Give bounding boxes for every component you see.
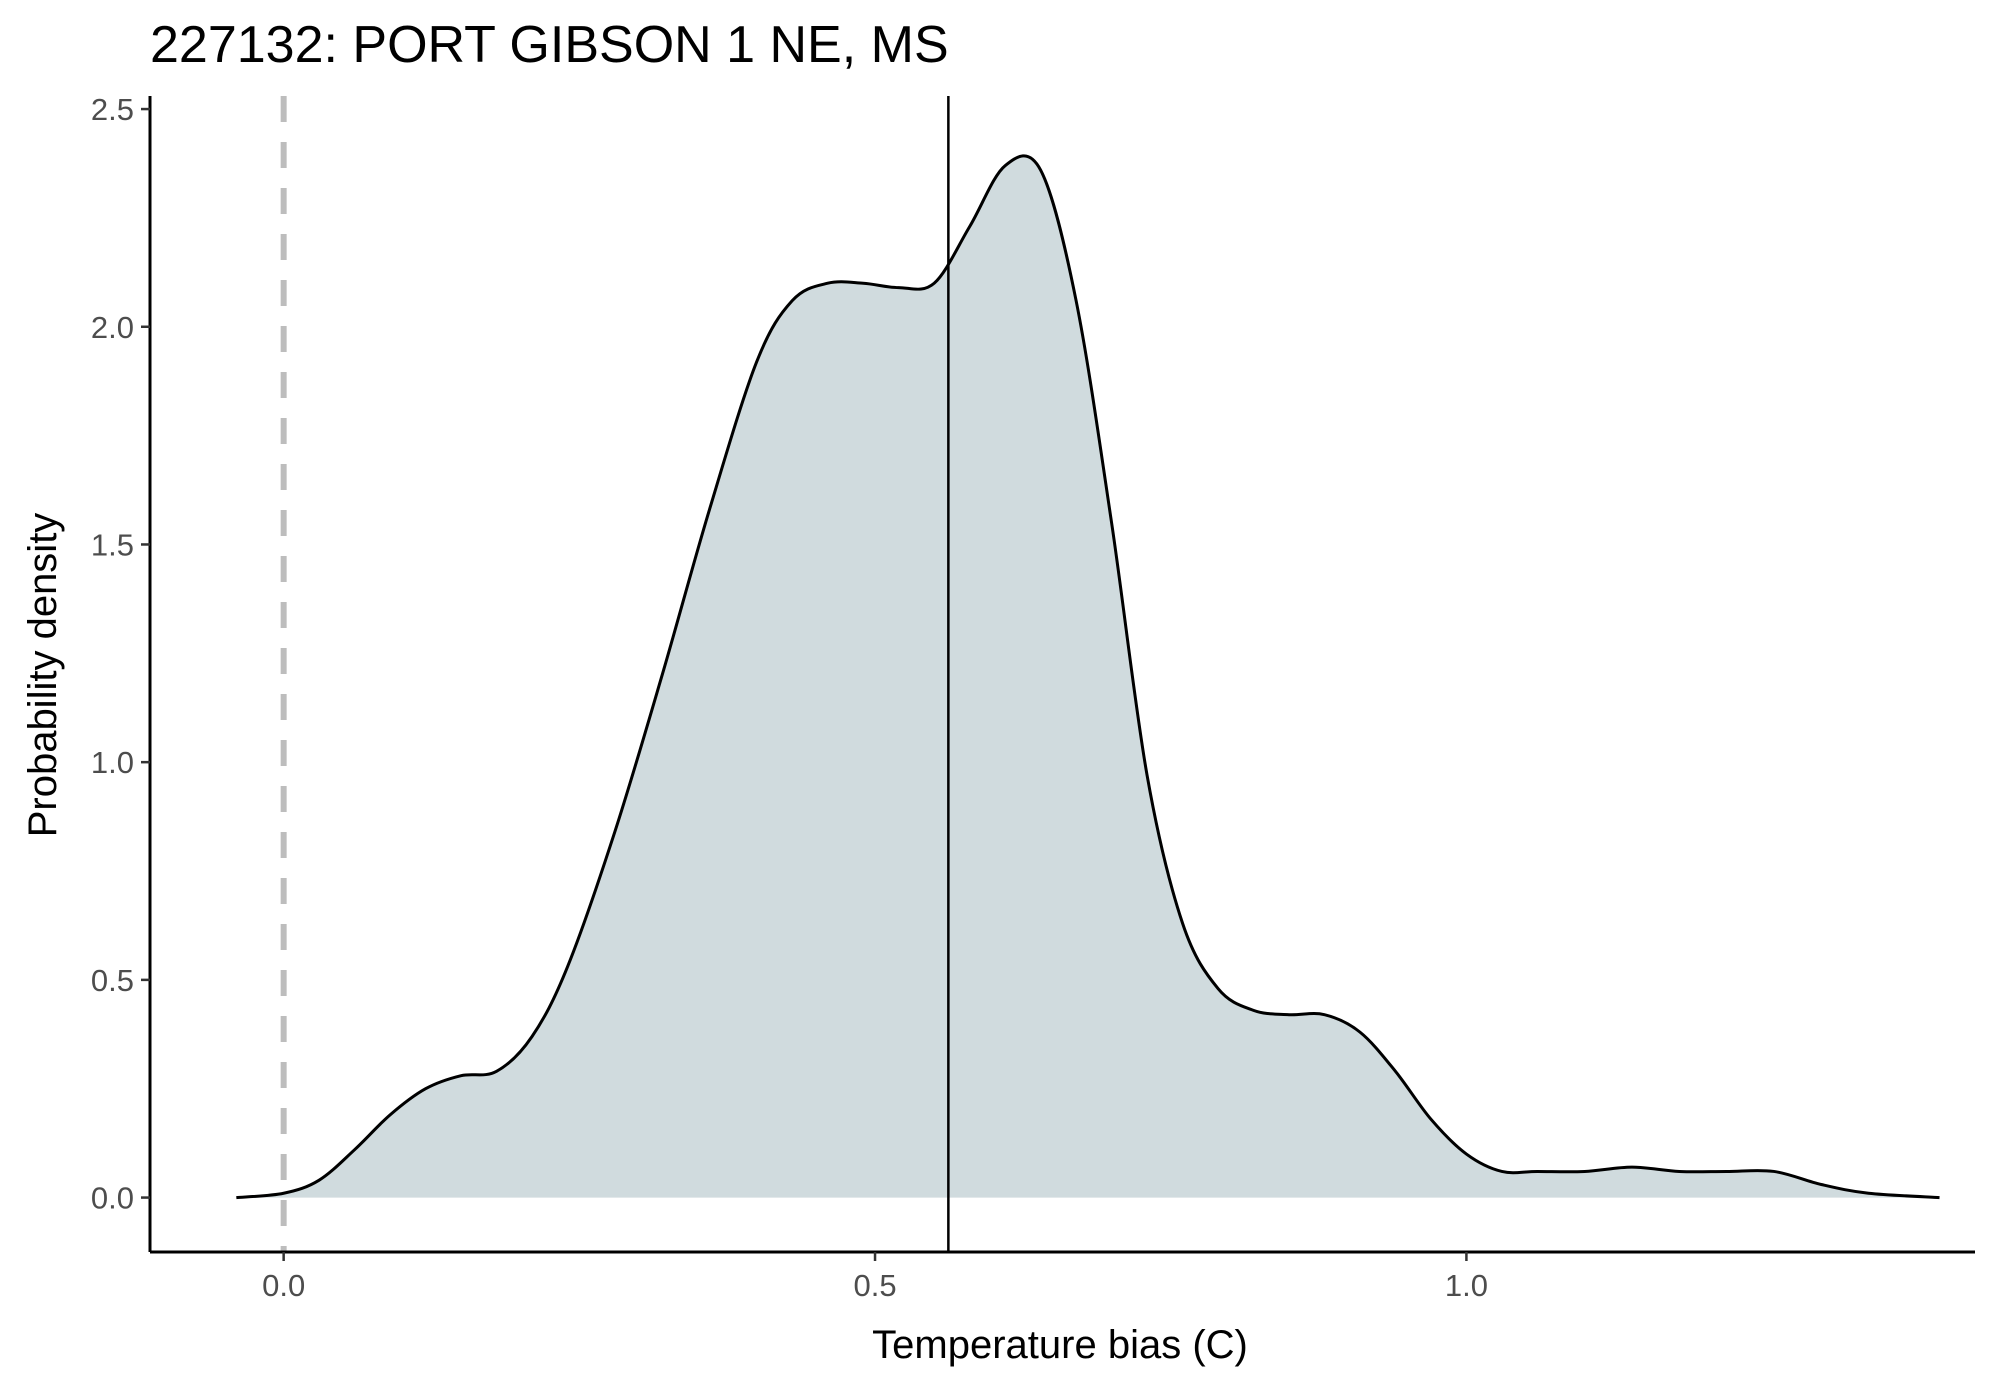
chart-title: 227132: PORT GIBSON 1 NE, MS <box>150 16 949 74</box>
y-tick-label: 0.0 <box>91 1181 134 1216</box>
y-tick-label: 0.5 <box>91 963 134 998</box>
density-area <box>236 155 1940 1198</box>
plot-area <box>236 96 1940 1252</box>
x-tick-label: 1.0 <box>1445 1268 1488 1303</box>
y-tick-label: 2.5 <box>91 92 134 127</box>
x-tick-label: 0.5 <box>853 1268 896 1303</box>
x-tick-label: 0.0 <box>262 1268 305 1303</box>
x-axis-title: Temperature bias (C) <box>872 1323 1248 1367</box>
y-axis-title: Probability density <box>21 513 65 838</box>
y-tick-label: 1.5 <box>91 527 134 562</box>
axes: 0.0 0.5 1.0 1.5 2.0 2.5 0.0 0.5 1.0 <box>91 92 1975 1303</box>
y-tick-label: 1.0 <box>91 745 134 780</box>
y-tick-label: 2.0 <box>91 310 134 345</box>
y-axis-ticks: 0.0 0.5 1.0 1.5 2.0 2.5 <box>91 92 150 1216</box>
x-axis-ticks: 0.0 0.5 1.0 <box>262 1252 1488 1303</box>
density-curve <box>236 154 1940 1200</box>
